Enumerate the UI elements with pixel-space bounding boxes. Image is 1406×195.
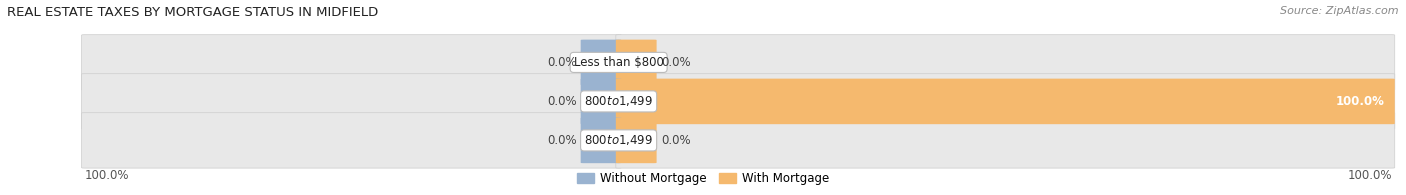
Text: Source: ZipAtlas.com: Source: ZipAtlas.com xyxy=(1281,6,1399,16)
Text: 100.0%: 100.0% xyxy=(1347,169,1392,182)
Text: 0.0%: 0.0% xyxy=(661,134,690,147)
Text: $800 to $1,499: $800 to $1,499 xyxy=(583,133,654,147)
Text: 0.0%: 0.0% xyxy=(547,56,576,69)
Text: 0.0%: 0.0% xyxy=(661,56,690,69)
Text: Less than $800: Less than $800 xyxy=(574,56,664,69)
Text: $800 to $1,499: $800 to $1,499 xyxy=(583,94,654,108)
Text: REAL ESTATE TAXES BY MORTGAGE STATUS IN MIDFIELD: REAL ESTATE TAXES BY MORTGAGE STATUS IN … xyxy=(7,6,378,19)
Text: 0.0%: 0.0% xyxy=(547,95,576,108)
Text: 0.0%: 0.0% xyxy=(547,134,576,147)
Text: 100.0%: 100.0% xyxy=(1336,95,1385,108)
Legend: Without Mortgage, With Mortgage: Without Mortgage, With Mortgage xyxy=(572,167,834,190)
Text: 100.0%: 100.0% xyxy=(84,169,129,182)
